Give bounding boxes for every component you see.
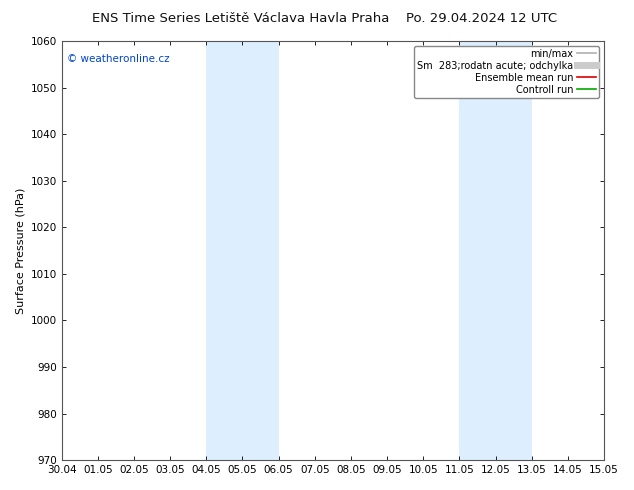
Bar (242, 41, 279, 460)
Bar (460, 41, 496, 460)
Text: ENS Time Series Letiště Václava Havla Praha: ENS Time Series Letiště Václava Havla Pr… (92, 12, 390, 25)
Legend: min/max, Sm  283;rodatn acute; odchylka, Ensemble mean run, Controll run: min/max, Sm 283;rodatn acute; odchylka, … (414, 46, 599, 98)
Text: Po. 29.04.2024 12 UTC: Po. 29.04.2024 12 UTC (406, 12, 557, 25)
Bar (496, 41, 532, 460)
Text: © weatheronline.cz: © weatheronline.cz (67, 53, 170, 64)
Y-axis label: Surface Pressure (hPa): Surface Pressure (hPa) (15, 187, 25, 314)
Bar (206, 41, 242, 460)
